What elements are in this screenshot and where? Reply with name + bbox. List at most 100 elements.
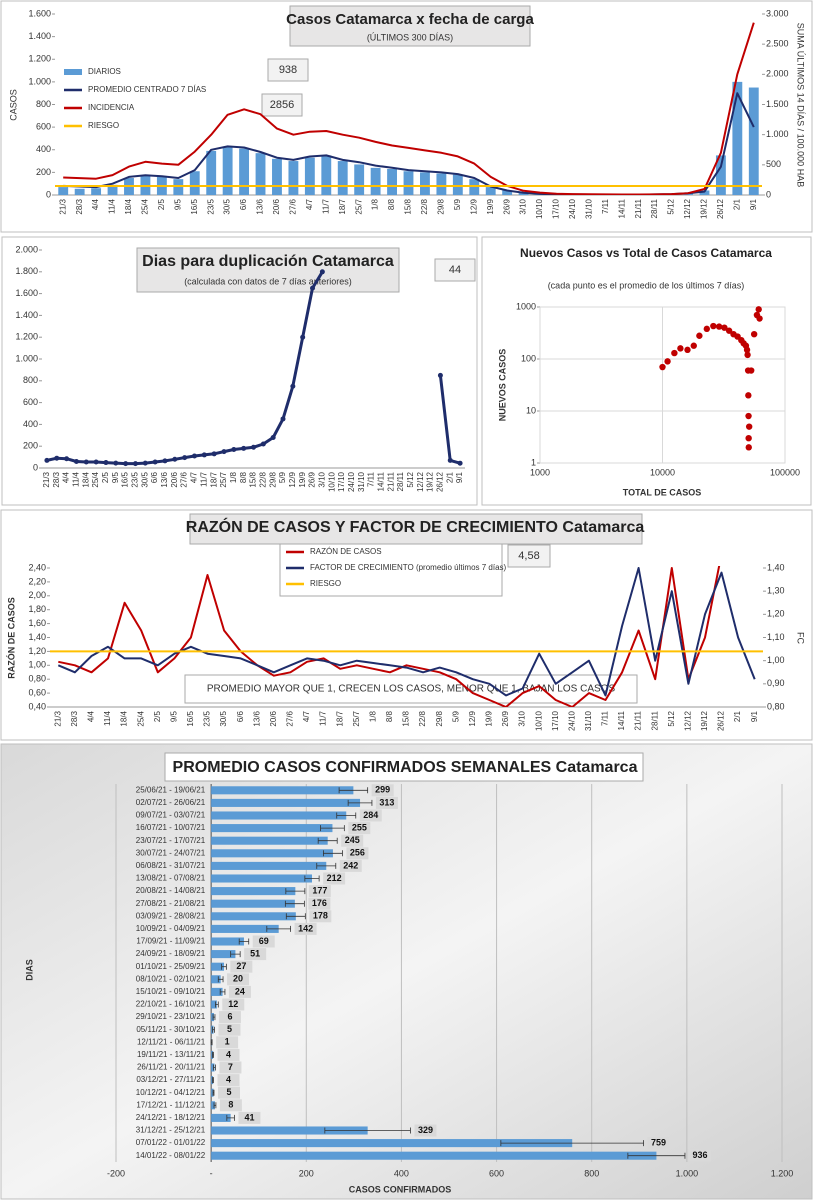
value-label-box	[341, 834, 364, 847]
x-tick-label: 9/5	[111, 471, 120, 483]
y-tick-label: 29/10/21 - 23/10/21	[136, 1012, 206, 1021]
x-tick-label: 1/8	[368, 710, 377, 722]
x-tick-label: 19/9	[485, 710, 494, 726]
bar	[715, 155, 726, 195]
value-label: 4	[226, 1049, 231, 1059]
bar	[485, 187, 496, 195]
x-tick-label: 4/7	[302, 710, 311, 722]
bar	[211, 1139, 573, 1148]
x-tick-label: 11/4	[103, 710, 112, 726]
y-tick-label: 09/07/21 - 03/07/21	[136, 811, 206, 820]
value-label-box	[216, 1036, 239, 1049]
y-tick-label: 25/06/21 - 19/06/21	[136, 785, 206, 794]
title-box	[189, 513, 643, 545]
y-tick-label: 16/07/21 - 10/07/21	[136, 823, 206, 832]
x-tick-label: 27/6	[289, 198, 298, 214]
x-tick-label: 30/5	[219, 710, 228, 726]
point	[715, 323, 723, 330]
x-tick-label: 200	[299, 1168, 314, 1178]
x-tick-label: 8/8	[239, 471, 248, 483]
x-tick-label: 19/9	[298, 471, 307, 487]
x-tick-label: 14/11	[376, 471, 385, 491]
marker	[93, 459, 99, 465]
y-tick-label: 100	[521, 353, 536, 363]
value-label: 329	[418, 1125, 433, 1135]
x-tick-label: 23/5	[131, 471, 140, 487]
x-tick-label: 9/5	[173, 198, 182, 210]
x-tick-label: 11/7	[199, 471, 208, 487]
marker	[260, 441, 266, 447]
point	[696, 332, 703, 339]
error-bar	[212, 1089, 215, 1096]
y2-tick-label: 3.000	[766, 8, 789, 18]
bar	[211, 937, 244, 946]
error-bar	[238, 938, 250, 945]
point	[755, 306, 762, 313]
x-tick-label: 5/12	[406, 471, 415, 487]
y-tick-label: 600	[23, 397, 38, 407]
x-tick-label: 26/12	[436, 471, 445, 492]
y-axis-label: NUEVOS CASOS	[497, 349, 507, 422]
value-label: 142	[298, 923, 313, 933]
x-tick-label: 25/7	[354, 198, 363, 214]
value-label: 51	[250, 948, 260, 958]
bar	[107, 184, 118, 195]
bar	[211, 1126, 368, 1135]
point	[721, 324, 728, 331]
point	[756, 315, 763, 322]
error-bar	[212, 1077, 214, 1084]
x-tick-label: 9/1	[749, 198, 758, 210]
marker	[142, 460, 148, 466]
y2-tick-label: 1,00	[767, 655, 785, 665]
bar	[211, 1101, 215, 1110]
error-bar	[320, 825, 345, 832]
error-bar	[285, 913, 306, 920]
x-tick-label: 30/5	[223, 198, 232, 214]
x-tick-label: 15/8	[404, 198, 413, 214]
bar	[211, 1000, 217, 1009]
error-bar	[266, 925, 291, 932]
x-tick-label: 25/4	[141, 198, 150, 214]
point	[745, 444, 752, 451]
legend-label: DIARIOS	[88, 67, 121, 76]
bar	[74, 188, 85, 195]
x-tick-label: 24/10	[568, 198, 577, 219]
marker	[172, 456, 178, 462]
x-tick-label: 21/3	[58, 198, 67, 214]
error-bar	[221, 963, 227, 970]
value-label: 4	[226, 1074, 231, 1084]
y-tick-label: 19/11/21 - 13/11/21	[137, 1050, 206, 1059]
line	[58, 566, 721, 707]
marker	[251, 444, 256, 450]
value-label: 178	[313, 911, 328, 921]
legend-label: RIESGO	[310, 579, 341, 588]
marker	[152, 459, 158, 465]
value-label-box	[323, 872, 346, 885]
value-label-box	[227, 973, 250, 986]
annotation-box	[507, 544, 551, 568]
y-tick-label: 06/08/21 - 31/07/21	[136, 861, 206, 870]
value-label: 212	[327, 873, 342, 883]
bar	[272, 158, 282, 195]
bar	[469, 179, 480, 195]
bar	[748, 87, 759, 195]
bar	[211, 1076, 214, 1085]
y-tick-label: 2,00	[28, 590, 46, 600]
x-tick-label: 12/9	[469, 198, 478, 214]
y-tick-label: 0,60	[28, 687, 46, 697]
x-tick-label: 18/7	[209, 471, 218, 487]
bar	[699, 190, 710, 195]
bar	[288, 161, 299, 195]
marker	[310, 285, 316, 291]
x-tick-label: 20/6	[272, 198, 281, 214]
x-tick-label: 4/4	[62, 471, 71, 483]
value-label: 6	[227, 1011, 232, 1021]
x-tick-label: 19/12	[700, 198, 709, 219]
x-tick-label: 4/4	[87, 710, 96, 722]
point	[745, 392, 752, 399]
x-tick-label: 9/1	[455, 471, 464, 483]
x-tick-label: 17/10	[337, 471, 346, 492]
value-label: 176	[312, 898, 327, 908]
x-tick-label: 22/8	[418, 710, 427, 726]
value-label: 284	[363, 810, 378, 820]
